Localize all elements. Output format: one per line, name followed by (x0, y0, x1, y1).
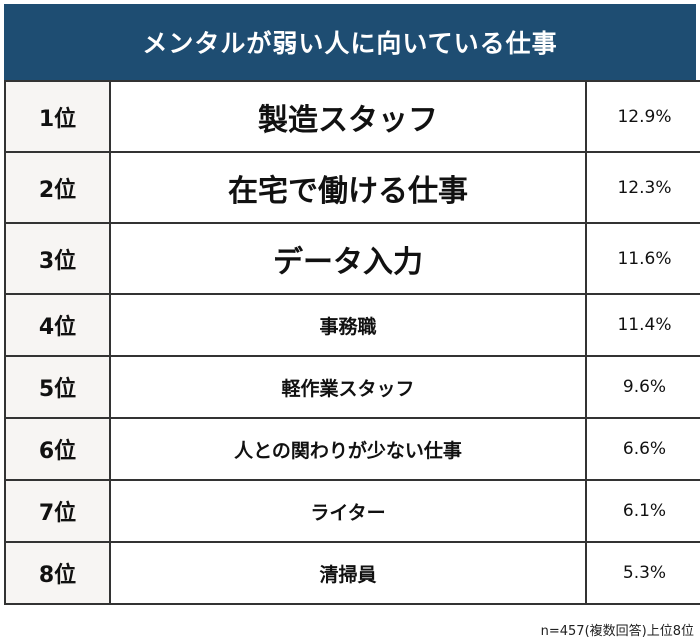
job-cell: 人との関わりが少ない仕事 (109, 417, 587, 481)
job-cell: 事務職 (109, 293, 587, 357)
rank-cell: 2位 (4, 151, 111, 224)
table-row: 1位 製造スタッフ 12.9% (4, 80, 700, 153)
table-row: 8位 清掃員 5.3% (4, 541, 700, 605)
ranking-table: 1位 製造スタッフ 12.9% 2位 在宅で働ける仕事 12.3% 3位 データ入力 11.6%… (4, 80, 700, 605)
table-row: 3位 データ入力 11.6% (4, 222, 700, 295)
table-row: 7位 ライター 6.1% (4, 479, 700, 543)
rank-cell: 6位 (4, 417, 111, 481)
job-cell: ライター (109, 479, 587, 543)
rank-cell: 3位 (4, 222, 111, 295)
table-row: 4位 事務職 11.4% (4, 293, 700, 357)
rank-cell: 8位 (4, 541, 111, 605)
job-cell: 在宅で働ける仕事 (109, 151, 587, 224)
ranking-table-container: メンタルが弱い人に向いている仕事 1位 製造スタッフ 12.9% 2位 在宅で働ける仕事… (4, 4, 700, 605)
percent-cell: 6.6% (585, 417, 700, 481)
job-cell: 清掃員 (109, 541, 587, 605)
job-cell: 製造スタッフ (109, 80, 587, 153)
job-cell: 軽作業スタッフ (109, 355, 587, 419)
job-cell: データ入力 (109, 222, 587, 295)
percent-cell: 12.3% (585, 151, 700, 224)
percent-cell: 12.9% (585, 80, 700, 153)
rank-cell: 4位 (4, 293, 111, 357)
percent-cell: 11.4% (585, 293, 700, 357)
rank-cell: 7位 (4, 479, 111, 543)
survey-note: n=457(複数回答)上位8位 (540, 624, 694, 639)
percent-cell: 9.6% (585, 355, 700, 419)
rank-cell: 1位 (4, 80, 111, 153)
table-row: 6位 人との関わりが少ない仕事 6.6% (4, 417, 700, 481)
percent-cell: 11.6% (585, 222, 700, 295)
table-row: 5位 軽作業スタッフ 9.6% (4, 355, 700, 419)
table-title: メンタルが弱い人に向いている仕事 (4, 4, 696, 80)
percent-cell: 5.3% (585, 541, 700, 605)
table-row: 2位 在宅で働ける仕事 12.3% (4, 151, 700, 224)
percent-cell: 6.1% (585, 479, 700, 543)
rank-cell: 5位 (4, 355, 111, 419)
